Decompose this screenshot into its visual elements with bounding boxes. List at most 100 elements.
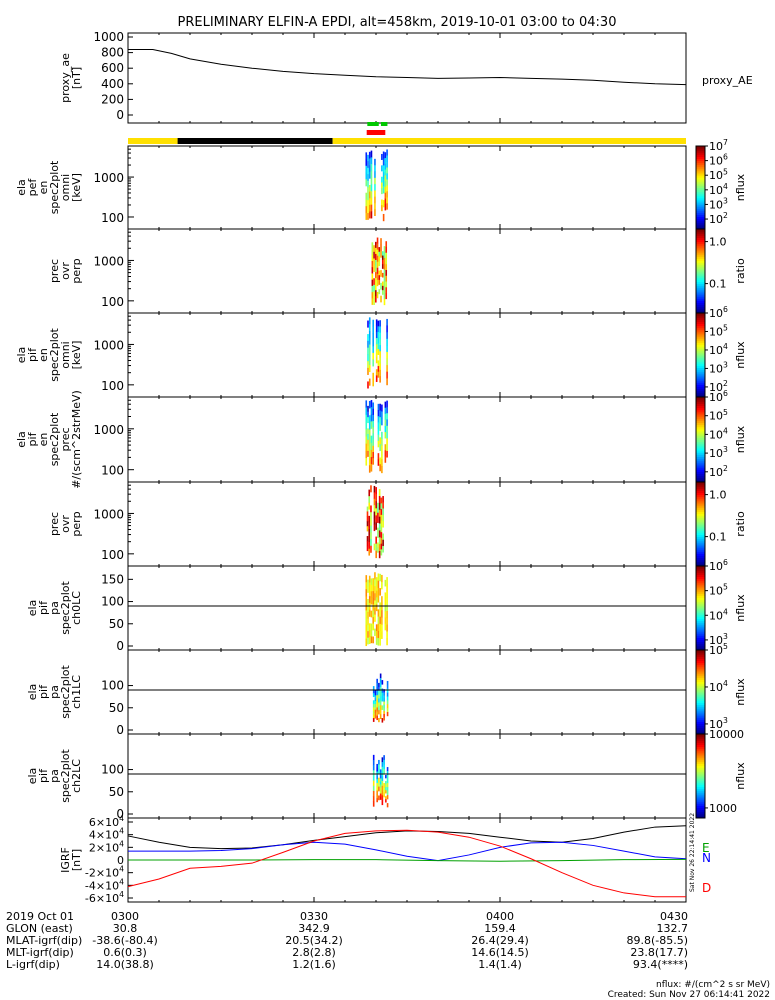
colorbar-swatch — [696, 473, 705, 477]
heatmap-cell — [376, 237, 379, 244]
heatmap-cell — [386, 197, 388, 204]
colorbar-swatch — [696, 706, 705, 710]
heatmap-cell — [365, 400, 368, 408]
heatmap-cell — [378, 786, 380, 792]
y-tick-label: 100 — [101, 679, 124, 693]
colorbar-swatch — [696, 405, 705, 409]
heatmap-cell — [372, 433, 375, 440]
y-tick-label: 1000 — [93, 507, 124, 521]
colorbar-swatch — [696, 587, 705, 590]
heatmap-cell — [379, 417, 381, 425]
heatmap-cell — [383, 755, 385, 761]
heatmap-cell — [381, 785, 384, 791]
y-tick-label: 2×104 — [89, 839, 124, 854]
heatmap-cell — [365, 199, 368, 207]
heatmap-cell — [386, 688, 389, 693]
colorbar-swatch — [696, 509, 705, 512]
heatmap-cell — [377, 453, 380, 460]
ela-pef-en-omni-ylabel-5: [keV] — [70, 173, 83, 202]
colorbar-swatch — [696, 675, 705, 678]
ela-pif-en-omni-ylabel-0: ela — [15, 347, 28, 364]
colorbar-swatch — [696, 403, 705, 406]
heatmap-cell — [384, 192, 387, 199]
heatmap-cell — [367, 187, 369, 194]
heatmap-cell — [368, 443, 371, 452]
colorbar-swatch — [696, 599, 705, 603]
heatmap-cells — [365, 400, 388, 474]
colorbar-tick-label: 0.1 — [709, 278, 727, 291]
colorbar-swatch — [696, 624, 705, 628]
heatmap-cell — [377, 434, 380, 442]
prec-ovr-perp-2-colorbar-label: ratio — [734, 511, 747, 537]
table-cell-value: 14.0(38.8) — [96, 958, 154, 971]
heatmap-cell — [374, 184, 376, 191]
heatmap-cell — [386, 400, 388, 408]
colorbar-swatch — [696, 241, 705, 245]
colorbar-tick-label: 105 — [709, 324, 728, 339]
table-row-label: MLAT-igrf(dip) — [6, 934, 82, 947]
colorbar-swatch — [696, 146, 705, 149]
heatmap-cell — [383, 246, 386, 253]
heatmap-cell — [375, 515, 377, 523]
heatmap-cell — [379, 320, 381, 327]
colorbar-swatch — [696, 212, 705, 215]
colorbar-swatch — [696, 782, 705, 785]
heatmap-cell — [380, 282, 382, 290]
heatmap-cell — [384, 186, 387, 194]
prec-ovr-perp-1-ylabel-1: ovr — [59, 262, 72, 280]
heatmap-cell — [384, 181, 387, 188]
heatmap-cell — [375, 278, 377, 285]
heatmap-cell — [372, 359, 375, 367]
heatmap-cell — [379, 775, 382, 779]
colorbar-swatch — [696, 773, 705, 777]
colorbar-swatch — [696, 723, 705, 727]
heatmap-cell — [370, 150, 373, 158]
heatmap-cell — [382, 158, 385, 166]
heatmap-cell — [367, 381, 369, 389]
heatmap-cell — [386, 604, 388, 612]
heatmap-cell — [379, 357, 381, 364]
heatmap-cell — [379, 326, 381, 333]
heatmap-cell — [377, 507, 379, 514]
colorbar-tick-label: 105 — [709, 583, 728, 598]
igrf-series-line — [128, 858, 687, 862]
heatmap-cell — [381, 165, 383, 172]
y-tick-label: 100 — [101, 211, 124, 225]
heatmap-cell — [381, 264, 384, 269]
heatmap-cell — [372, 346, 375, 354]
footer-nflux-units: nflux: #/(cm^2 s sr MeV) — [656, 980, 770, 990]
heatmap-cell — [386, 338, 388, 346]
colorbar-swatch — [696, 740, 705, 743]
colorbar-swatch — [696, 708, 705, 712]
heatmap-cell — [376, 291, 379, 299]
heatmap-cell — [371, 260, 374, 268]
heatmap-cell — [380, 532, 383, 539]
colorbar-swatch — [696, 172, 705, 176]
heatmap-cell — [381, 418, 383, 426]
y-tick-label: 1000 — [93, 254, 124, 268]
heatmap-cell — [371, 254, 374, 262]
heatmap-cell — [368, 211, 371, 219]
heatmap-cell — [374, 203, 376, 210]
heatmap-cell — [374, 698, 377, 702]
heatmap-cell — [384, 444, 387, 451]
heatmap-cell — [380, 244, 382, 252]
footer-vertical-stamp: Sat Nov 26 22:14:41 2022 — [689, 813, 696, 892]
heatmap-cell — [386, 700, 389, 705]
heatmap-cell — [381, 255, 384, 261]
ela-pif-en-omni-ylabel-4: omni — [59, 341, 72, 368]
table-row-label: L-igrf(dip) — [6, 958, 60, 971]
colorbar-swatch — [696, 189, 705, 193]
colorbar-swatch — [696, 250, 705, 253]
colorbar-swatch — [696, 388, 705, 392]
heatmap-cell — [379, 696, 382, 701]
colorbar-swatch — [696, 595, 705, 598]
heatmap-cell — [366, 511, 369, 517]
heatmap-cell — [374, 572, 376, 580]
heatmap-cell — [368, 529, 371, 536]
heatmap-cell — [377, 580, 380, 589]
heatmap-cell — [373, 524, 376, 532]
heatmap-cell — [383, 792, 385, 798]
heatmap-cell — [368, 535, 371, 543]
colorbar-swatch — [696, 329, 705, 333]
